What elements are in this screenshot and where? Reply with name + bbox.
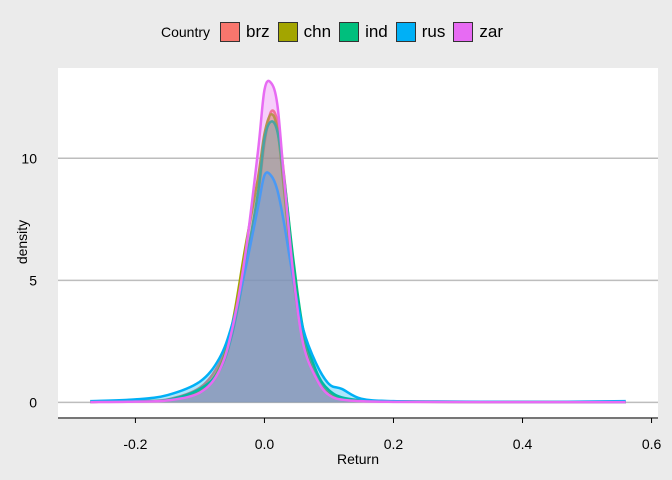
x-axis-title: Return [337, 451, 379, 467]
legend-label-ind: ind [365, 22, 388, 41]
legend-item-chn: chn [277, 22, 332, 42]
density-areas [90, 79, 626, 404]
x-tick-label: -0.2 [123, 436, 147, 452]
density-line-zar [90, 79, 626, 404]
legend: Country brz chn ind rus zar [0, 22, 672, 42]
y-ticks: 0 5 10 [21, 150, 37, 410]
x-ticks: -0.2 0.0 0.2 0.4 0.6 [123, 418, 661, 452]
y-axis-title: density [14, 220, 30, 264]
legend-title: Country [160, 24, 211, 40]
legend-key-zar [453, 22, 474, 42]
y-tick-label: 10 [21, 150, 37, 166]
legend-label-brz: brz [246, 22, 270, 41]
legend-label-rus: rus [421, 22, 446, 41]
legend-key-rus [395, 22, 416, 42]
legend-item-rus: rus [395, 22, 446, 42]
legend-label-chn: chn [303, 22, 332, 41]
legend-item-brz: brz [220, 22, 270, 42]
legend-key-chn [277, 22, 298, 42]
legend-label-zar: zar [479, 22, 503, 41]
x-tick-label: 0.4 [513, 436, 533, 452]
legend-key-ind [339, 22, 360, 42]
x-tick-label: 0.2 [384, 436, 404, 452]
x-tick-label: 0.0 [255, 436, 275, 452]
legend-key-brz [220, 22, 241, 42]
legend-item-zar: zar [453, 22, 503, 42]
y-tick-label: 0 [29, 394, 37, 410]
x-tick-label: 0.6 [642, 436, 662, 452]
y-tick-label: 5 [29, 272, 37, 288]
plot-panel [58, 68, 658, 417]
legend-item-ind: ind [339, 22, 388, 42]
density-line-ind [90, 120, 626, 404]
